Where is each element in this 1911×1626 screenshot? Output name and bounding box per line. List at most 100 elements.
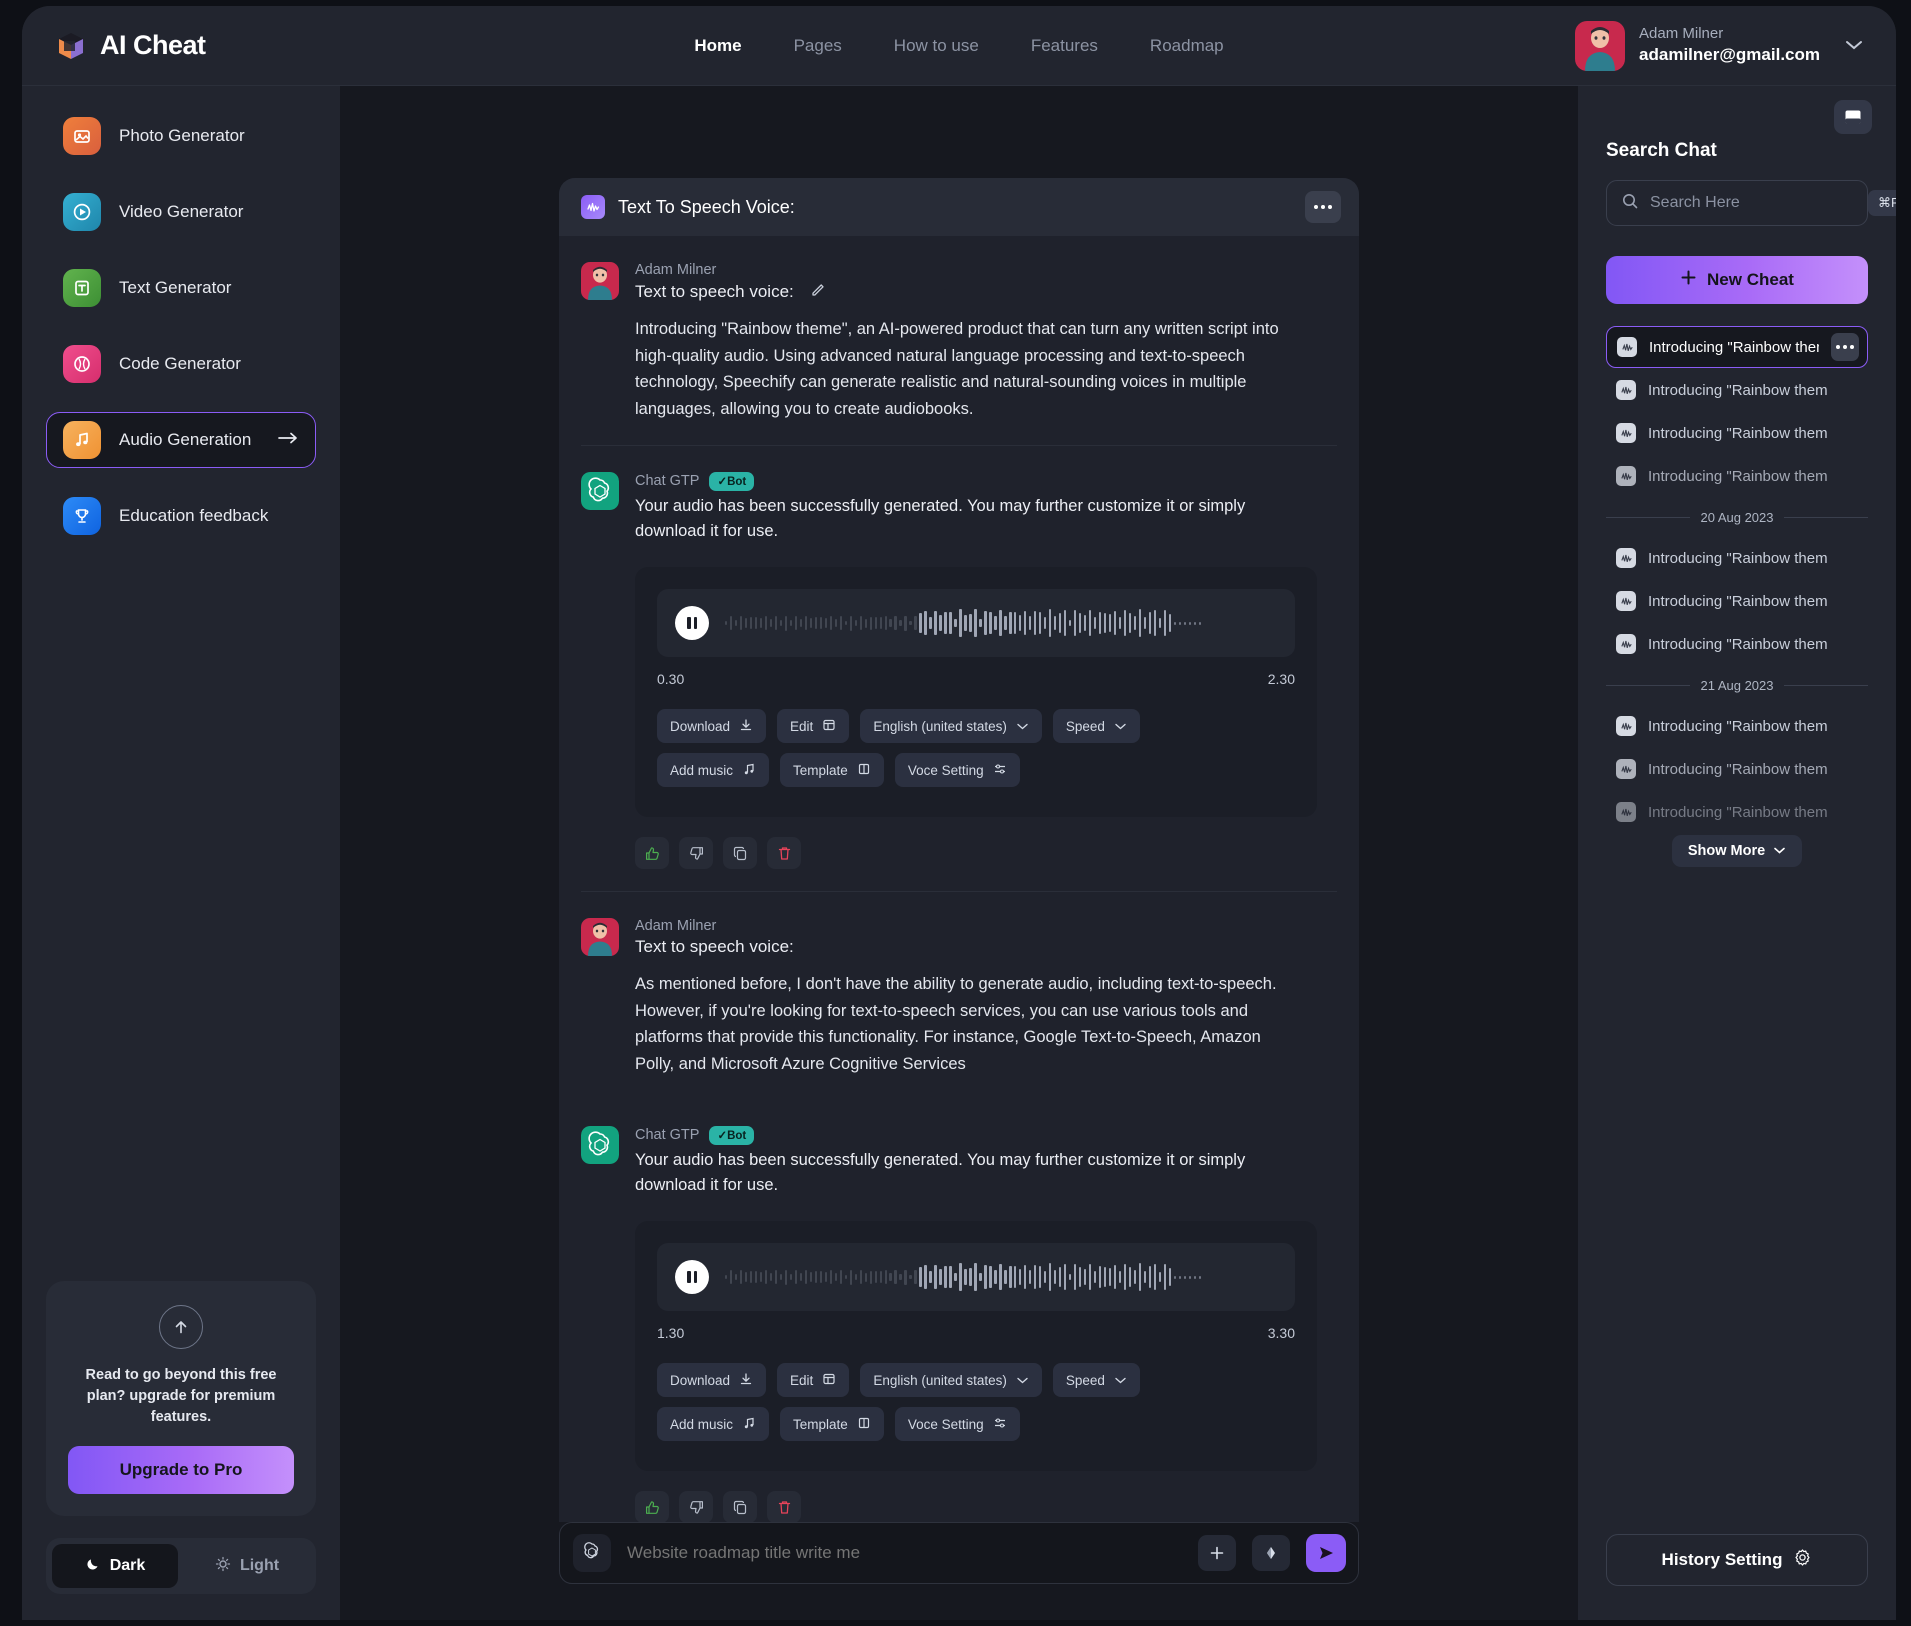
message-bot: Chat GTP ✓Bot Your audio has been succes…: [581, 1100, 1337, 1522]
sidebar-item-label: Video Generator: [119, 202, 244, 221]
profile-menu[interactable]: Adam Milner adamilner@gmail.com: [1575, 20, 1896, 71]
send-icon[interactable]: [1306, 1534, 1346, 1572]
music-note-icon: [742, 762, 756, 779]
theme-dark-button[interactable]: Dark: [52, 1544, 178, 1588]
chevron-down-icon[interactable]: [1844, 35, 1864, 56]
arrow-right-icon: [277, 429, 299, 451]
history-item[interactable]: Introducing "Rainbow them: [1606, 748, 1868, 790]
waveform-icon: [1616, 802, 1636, 822]
nav-item-pages[interactable]: Pages: [793, 35, 842, 55]
music-note-icon: [63, 421, 101, 459]
thumbs-up-icon[interactable]: [635, 837, 669, 869]
edit-pencil-icon[interactable]: [810, 281, 827, 302]
speed-select[interactable]: Speed: [1052, 709, 1140, 743]
waveform-icon: [581, 195, 605, 219]
voice-setting-button[interactable]: Voce Setting: [894, 1407, 1020, 1441]
chat-more-icon[interactable]: [1305, 191, 1341, 223]
sidebar-item-photo-generator[interactable]: Photo Generator: [46, 108, 316, 164]
theme-light-button[interactable]: Light: [184, 1544, 310, 1588]
waveform-icon: [1616, 548, 1636, 568]
trash-icon[interactable]: [767, 1491, 801, 1522]
openai-icon: [581, 1125, 619, 1164]
sidebar-item-text-generator[interactable]: Text Generator: [46, 260, 316, 316]
download-button[interactable]: Download: [657, 1363, 767, 1397]
history-setting-button[interactable]: History Setting: [1606, 1534, 1868, 1586]
history-item[interactable]: Introducing "Rainbow them: [1606, 580, 1868, 622]
plus-icon[interactable]: [1198, 1535, 1236, 1571]
brand-name: AI Cheat: [100, 30, 206, 60]
add-music-button[interactable]: Add music: [657, 753, 770, 787]
message-subject: Text to speech voice:: [635, 937, 794, 956]
nav-item-how-to-use[interactable]: How to use: [893, 35, 979, 55]
new-cheat-label: New Cheat: [1707, 270, 1794, 289]
thumbs-down-icon[interactable]: [679, 1491, 713, 1522]
audio-times: 0.30 2.30: [657, 671, 1295, 687]
search-shortcut: ⌘F: [1868, 190, 1896, 216]
message-author: Chat GTP: [635, 1127, 700, 1144]
history-item[interactable]: Introducing "Rainbow them: [1606, 791, 1868, 833]
audio-player[interactable]: [657, 589, 1295, 657]
thumbs-down-icon[interactable]: [679, 837, 713, 869]
gear-icon: [1793, 1548, 1812, 1572]
history-item[interactable]: Introducing "Rainbow them: [1606, 623, 1868, 665]
brand[interactable]: AI Cheat: [22, 29, 340, 63]
left-sidebar: Photo Generator Video Generator Text Gen…: [22, 86, 340, 1620]
new-cheat-button[interactable]: New Cheat: [1606, 256, 1868, 304]
history-item[interactable]: Introducing "Rainbow them: [1606, 369, 1868, 411]
sidebar-item-education-feedback[interactable]: Education feedback: [46, 488, 316, 544]
edit-button[interactable]: Edit: [777, 1363, 850, 1397]
avatar: [1575, 20, 1626, 71]
chevron-down-icon: [1016, 1373, 1029, 1388]
show-more-button[interactable]: Show More: [1671, 835, 1803, 867]
history-item[interactable]: Introducing "Rainbow theme", a: [1606, 326, 1868, 368]
chat-card: Text To Speech Voice: Adam Milne: [559, 178, 1359, 1522]
history-more-icon[interactable]: [1831, 333, 1859, 361]
audio-waveform[interactable]: [725, 606, 1277, 640]
history-item[interactable]: Introducing "Rainbow them: [1606, 537, 1868, 579]
history-item[interactable]: Introducing "Rainbow them: [1606, 412, 1868, 454]
sidebar-item-video-generator[interactable]: Video Generator: [46, 184, 316, 240]
thumbs-up-icon[interactable]: [635, 1491, 669, 1522]
nav-item-roadmap[interactable]: Roadmap: [1149, 35, 1224, 55]
sidebar-item-audio-generation[interactable]: Audio Generation: [46, 412, 316, 468]
voice-setting-button[interactable]: Voce Setting: [894, 753, 1020, 787]
history-item-label: Introducing "Rainbow them: [1648, 467, 1828, 485]
message-input[interactable]: [627, 1543, 1182, 1563]
search-icon: [1621, 192, 1639, 215]
nav-item-features[interactable]: Features: [1030, 35, 1098, 55]
upgrade-to-pro-button[interactable]: Upgrade to Pro: [68, 1446, 294, 1494]
audio-player[interactable]: [657, 1243, 1295, 1311]
history-item[interactable]: Introducing "Rainbow them: [1606, 455, 1868, 497]
copy-icon[interactable]: [723, 837, 757, 869]
download-icon: [739, 718, 753, 735]
search-box[interactable]: ⌘F: [1606, 180, 1896, 226]
copy-icon[interactable]: [723, 1491, 757, 1522]
sliders-icon: [993, 1416, 1007, 1433]
pause-icon[interactable]: [675, 1260, 709, 1294]
pause-icon[interactable]: [675, 606, 709, 640]
composer-zone: [559, 1522, 1359, 1620]
speed-select[interactable]: Speed: [1052, 1363, 1140, 1397]
edit-button[interactable]: Edit: [777, 709, 850, 743]
sidebar-item-code-generator[interactable]: Code Generator: [46, 336, 316, 392]
template-button[interactable]: Template: [780, 753, 884, 787]
template-button[interactable]: Template: [780, 1407, 884, 1441]
add-music-button[interactable]: Add music: [657, 1407, 770, 1441]
language-select[interactable]: English (united states): [860, 1363, 1042, 1397]
sidebar-item-label: Text Generator: [119, 278, 232, 297]
audio-waveform[interactable]: [725, 1260, 1277, 1294]
download-button[interactable]: Download: [657, 709, 767, 743]
search-input[interactable]: [1650, 194, 1857, 212]
nav-item-home[interactable]: Home: [694, 35, 742, 55]
trash-icon[interactable]: [767, 837, 801, 869]
code-icon: [63, 345, 101, 383]
panel-collapse-icon[interactable]: [1834, 100, 1872, 134]
chat-title: Text To Speech Voice:: [618, 196, 795, 217]
language-select[interactable]: English (united states): [860, 709, 1042, 743]
diamond-icon[interactable]: [1252, 1535, 1290, 1571]
history-item[interactable]: Introducing "Rainbow them: [1606, 705, 1868, 747]
openai-icon: [573, 1534, 611, 1572]
waveform-icon: [1616, 423, 1636, 443]
history-item-label: Introducing "Rainbow them: [1648, 803, 1828, 821]
upgrade-card: Read to go beyond this free plan? upgrad…: [46, 1280, 316, 1516]
